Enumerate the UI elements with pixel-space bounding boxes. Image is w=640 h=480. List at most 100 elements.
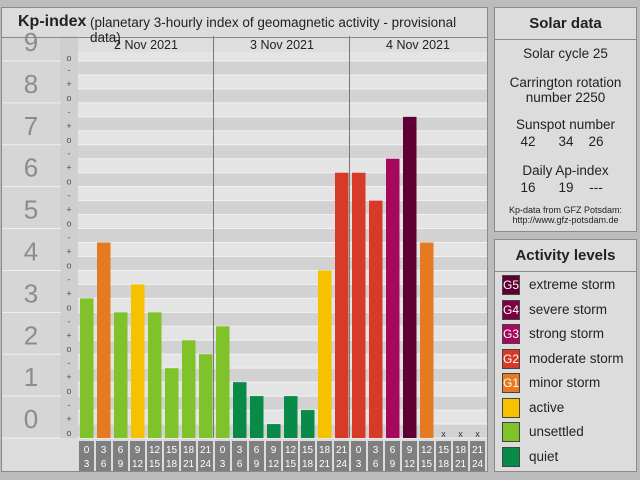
time-slot-end: 18 (302, 459, 314, 470)
time-slot-end: 12 (268, 459, 280, 470)
y-minor-mark: - (68, 233, 71, 243)
time-slot-end: 3 (356, 459, 362, 470)
time-slot-start: 12 (149, 445, 161, 456)
plot-band (78, 200, 487, 215)
time-slot-start: 6 (390, 445, 396, 456)
y-tick-label: 8 (24, 69, 38, 99)
kp-bar (233, 382, 247, 438)
kp-bar (216, 326, 230, 438)
carrington-rotation-line1: Carrington rotation (509, 75, 622, 90)
activity-levels-panel: Activity levels G5 extreme storm G4 severe … (494, 239, 637, 472)
time-slot-box (266, 441, 281, 471)
time-slot-end: 9 (254, 459, 260, 470)
kp-title: Kp-index (18, 13, 87, 30)
kp-bar (318, 270, 332, 438)
plot-band (78, 130, 487, 145)
kp-index-panel: 0 1 2 3 4 5 6 7 8 9 o + - o + - o + - o + - o + - o + - o + - o + - o + - o 2 … (1, 7, 488, 472)
y-minor-mark: + (66, 246, 71, 256)
time-slot-end: 21 (455, 459, 467, 470)
kp-bar (80, 298, 94, 438)
time-slot-end: 21 (183, 459, 195, 470)
legend-item-moderate-storm: G2 moderate storm (502, 348, 632, 369)
plot-band (78, 298, 487, 313)
legend-label: severe storm (529, 301, 608, 317)
plot-band (78, 74, 487, 89)
y-tick-label: 3 (24, 278, 38, 308)
plot-band (78, 61, 487, 75)
y-tick-label: 5 (24, 195, 38, 225)
time-slot-box (79, 441, 94, 471)
kp-bar (335, 172, 349, 439)
time-slot-start: 0 (356, 445, 362, 456)
time-slot-start: 18 (455, 445, 467, 456)
y-minor-mark: - (68, 400, 71, 410)
time-slot-box (334, 441, 349, 471)
legend-item-minor-storm: G1 minor storm (502, 373, 632, 393)
kp-bar (284, 396, 298, 438)
time-slot-start: 9 (407, 445, 413, 456)
kp-bar (114, 312, 128, 438)
data-source-link[interactable]: http://www.gfz-potsdam.de (512, 215, 619, 225)
time-slot-end: 18 (166, 459, 178, 470)
time-slot-box (215, 441, 230, 471)
time-slot-end: 9 (390, 459, 396, 470)
kp-bar (165, 368, 179, 438)
time-slot-start: 3 (101, 445, 107, 456)
kp-bar (369, 200, 383, 438)
kp-bar (97, 242, 111, 438)
y-minor-mark: - (68, 107, 71, 117)
day-label: 3 Nov 2021 (250, 38, 314, 52)
plot-band (78, 354, 487, 369)
y-tick-label: 7 (24, 111, 38, 141)
legend-label: unsettled (529, 424, 584, 439)
kp-chart: 0123456789o+-o+-o+-o+-o+-o+-o+-o+-o+-o2 … (2, 27, 487, 471)
plot-band (78, 172, 487, 187)
time-slot-start: 3 (373, 445, 379, 456)
day-header (78, 36, 487, 52)
y-tick-label: 0 (24, 404, 38, 434)
y-tick-label: 1 (24, 362, 38, 392)
y-minor-mark: + (66, 288, 71, 298)
legend-swatch (502, 446, 520, 467)
y-minor-mark: + (66, 205, 71, 215)
time-slot-end: 6 (373, 459, 379, 470)
y-minor-mark: o (66, 344, 71, 354)
kp-bar (267, 424, 281, 438)
solar-data-title: Solar data (495, 8, 636, 40)
kp-bar (301, 410, 315, 438)
plot-band (78, 312, 487, 327)
plot-band (78, 256, 487, 271)
time-slot-box (300, 441, 315, 471)
solar-data-panel: Solar data Solar cycle 25 Carrington rot… (494, 7, 637, 232)
y-minor-mark: o (66, 260, 71, 270)
kp-bar (199, 354, 213, 438)
time-slot-end: 9 (118, 459, 124, 470)
kp-bar (131, 284, 145, 438)
kp-bar (352, 172, 366, 439)
plot-band (78, 340, 487, 355)
time-slot-box (283, 441, 298, 471)
legend-item-quiet: quiet (502, 446, 632, 467)
time-slot-start: 15 (438, 445, 450, 456)
time-slot-box (181, 441, 196, 471)
legend-label: moderate storm (529, 350, 624, 366)
ap-value-1: 16 (520, 180, 536, 195)
ap-index-label: Daily Ap-index (522, 163, 609, 178)
y-minor-column (60, 36, 78, 438)
y-minor-mark: - (68, 149, 71, 159)
y-minor-mark: - (68, 191, 71, 201)
ap-value-2: 19 (558, 180, 574, 195)
y-minor-mark: o (66, 302, 71, 312)
plot-band (78, 424, 487, 438)
time-slot-end: 15 (149, 459, 161, 470)
time-slot-box (198, 441, 213, 471)
time-slot-box (453, 441, 468, 471)
y-tick-label: 6 (24, 153, 38, 183)
plot-band (78, 186, 487, 201)
sunspot-value-3: 26 (588, 134, 604, 149)
plot-band (78, 214, 487, 229)
y-tick-label: 9 (24, 27, 38, 57)
time-slot-end: 18 (438, 459, 450, 470)
time-slot-start: 21 (472, 445, 484, 456)
time-slot-start: 9 (135, 445, 141, 456)
